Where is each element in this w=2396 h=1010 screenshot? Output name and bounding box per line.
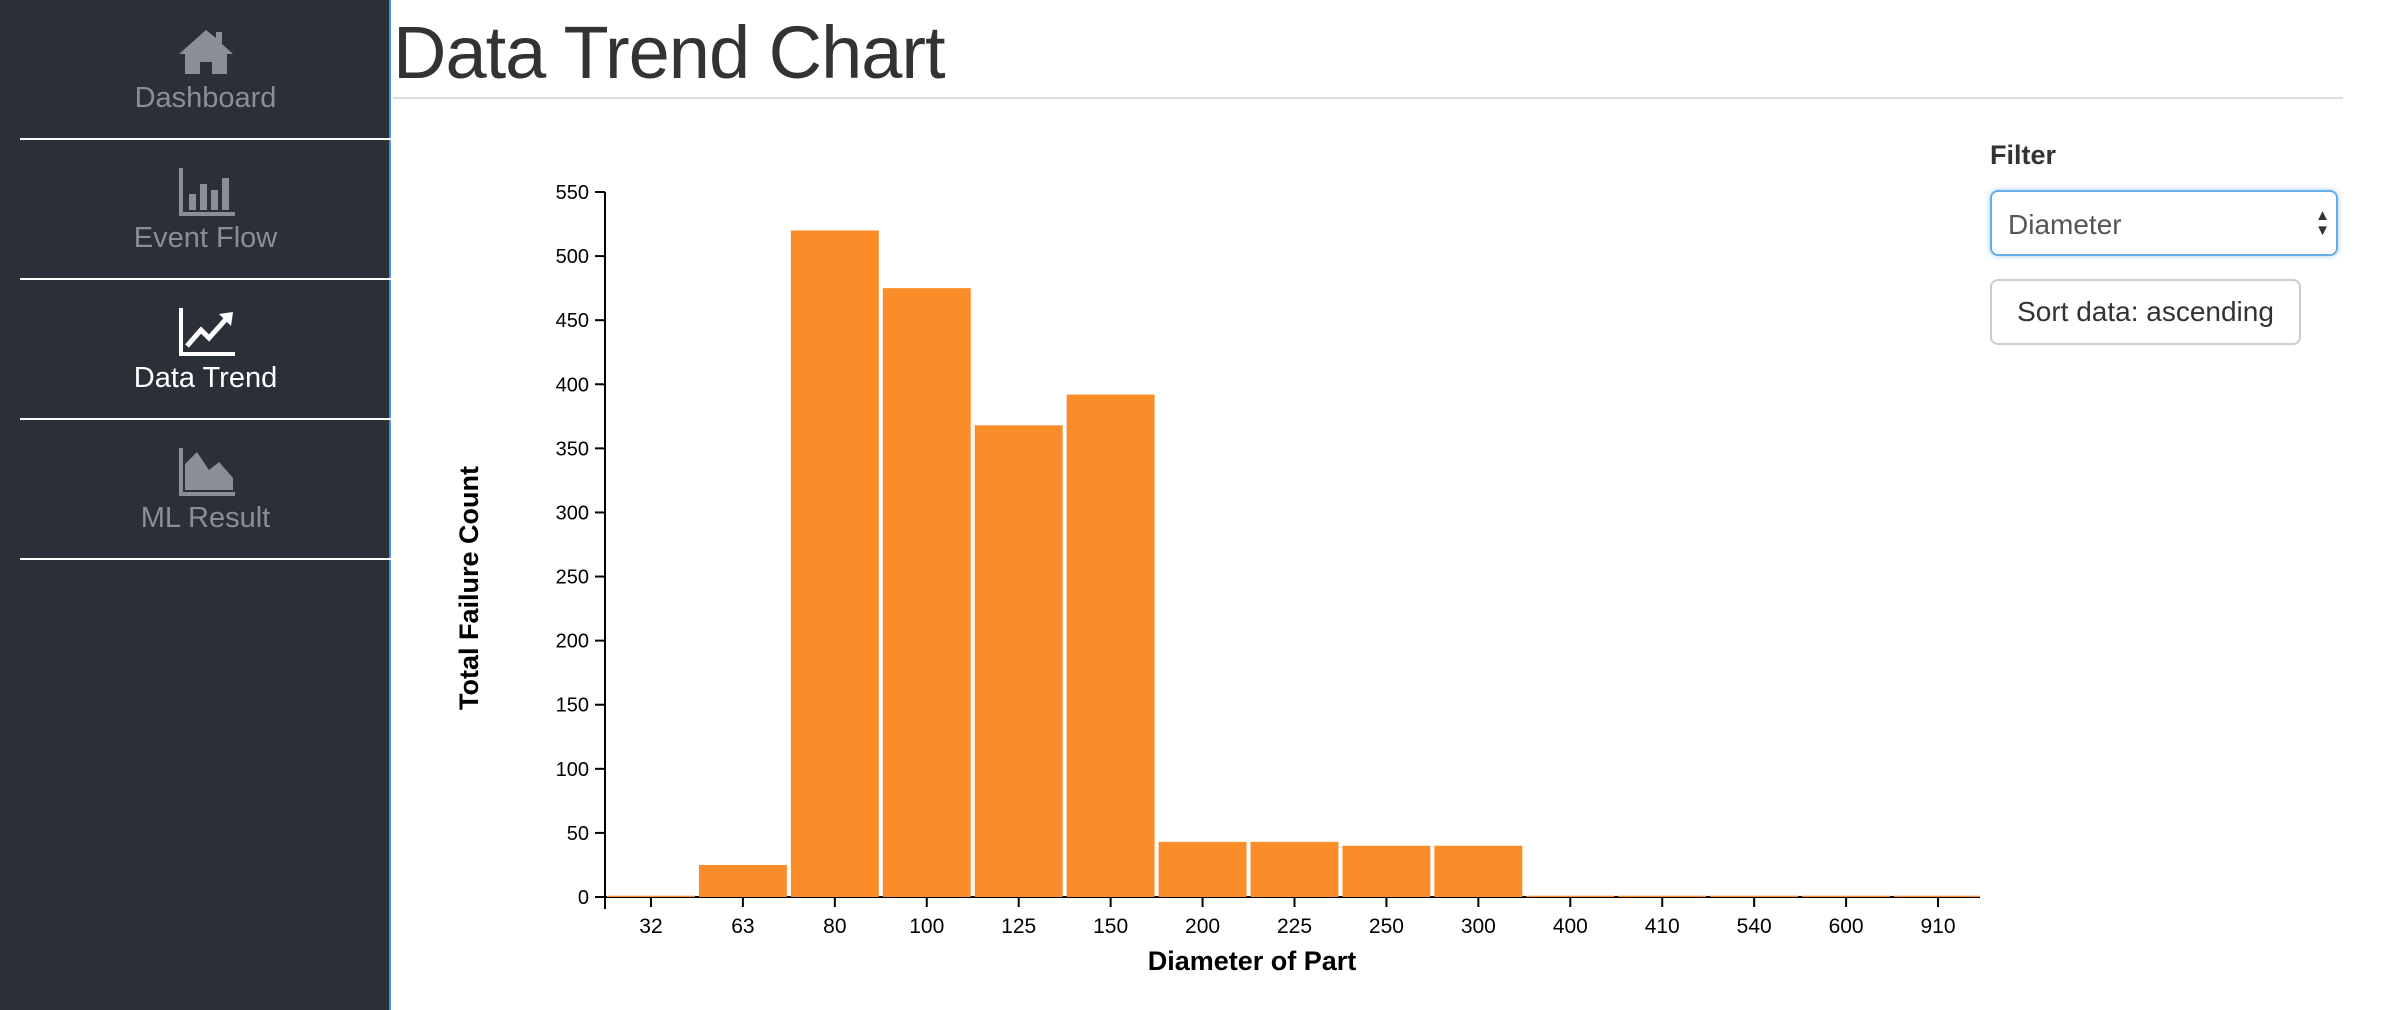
x-tick-label: 32 [639,915,662,938]
bar [698,864,787,897]
x-axis-label: Diameter of Part [1148,946,1357,976]
sort-button[interactable]: Sort data: ascending [1990,279,2301,345]
bar [1434,845,1523,897]
bar [1802,895,1891,897]
bar [790,230,879,898]
bar [1342,845,1431,897]
y-tick-label: 300 [556,502,589,524]
x-tick-label: 600 [1829,915,1864,938]
area-chart-icon [173,444,239,500]
x-tick-label: 400 [1553,915,1588,938]
y-tick-label: 50 [567,823,589,845]
bar [1250,841,1339,897]
sidebar-item-label: Data Trend [133,362,278,394]
x-tick-label: 410 [1645,915,1680,938]
x-tick-label: 250 [1369,915,1404,938]
x-axis: 32 63 80 100 125 150 200 225 250 300 400 410 540 600 9… [604,896,1985,938]
bar-chart-icon [173,164,239,220]
select-arrows-icon: ▲ ▼ [2315,207,2330,239]
y-tick-label: 450 [556,310,589,332]
x-tick-label: 910 [1921,915,1956,938]
bar [1618,895,1707,897]
bar [607,895,695,897]
y-tick-label: 200 [556,631,589,653]
x-tick-label: 150 [1093,915,1128,938]
bar [1158,841,1247,897]
sidebar-item-ml-result[interactable]: ML Result [20,420,391,560]
y-tick-label: 400 [556,374,589,396]
bar-chart: 0 50 100 150 200 250 300 350 400 450 500 550 32 63 80… [454,182,1985,976]
bar [1066,394,1155,897]
title-divider [393,97,2343,99]
bar [882,288,971,897]
filter-label: Filter [1990,140,2057,170]
sidebar-item-event-flow[interactable]: Event Flow [20,140,391,280]
sidebar-item-label: ML Result [140,502,271,534]
bar [1894,895,1982,897]
x-tick-label: 300 [1461,915,1496,938]
x-tick-label: 125 [1001,915,1036,938]
x-tick-label: 100 [909,915,944,938]
x-tick-label: 80 [823,915,846,938]
bar [1526,895,1615,897]
page-title: Data Trend Chart [393,11,946,94]
y-tick-label: 100 [556,759,589,781]
chart-container: 0 50 100 150 200 250 300 350 400 450 500 550 32 63 80… [440,160,1985,1000]
y-tick-label: 150 [556,695,589,717]
x-tick-label: 225 [1277,915,1312,938]
line-chart-icon [173,304,239,360]
y-axis-label: Total Failure Count [454,466,484,710]
x-tick-label: 540 [1737,915,1772,938]
y-axis: 0 50 100 150 200 250 300 350 400 450 500 550 [556,182,606,909]
sidebar-item-data-trend[interactable]: Data Trend [20,280,391,420]
sidebar-item-dashboard[interactable]: Dashboard [20,0,391,140]
y-tick-label: 350 [556,438,589,460]
filter-selected-value: Diameter [2008,209,2122,240]
bars [607,230,1982,898]
bar [1710,895,1799,897]
x-tick-label: 63 [731,915,754,938]
y-tick-label: 0 [578,887,589,909]
y-tick-label: 550 [556,182,589,204]
sidebar-item-label: Event Flow [133,222,278,254]
home-icon [173,24,239,80]
y-tick-label: 500 [556,246,589,268]
x-tick-label: 200 [1185,915,1220,938]
y-tick-label: 250 [556,567,589,589]
sidebar: Dashboard Event Flow Data Trend ML Resul… [0,0,391,1010]
bar [974,425,1063,897]
sidebar-item-label: Dashboard [134,82,277,114]
filter-select[interactable]: Diameter ▲ ▼ [1990,190,2338,256]
